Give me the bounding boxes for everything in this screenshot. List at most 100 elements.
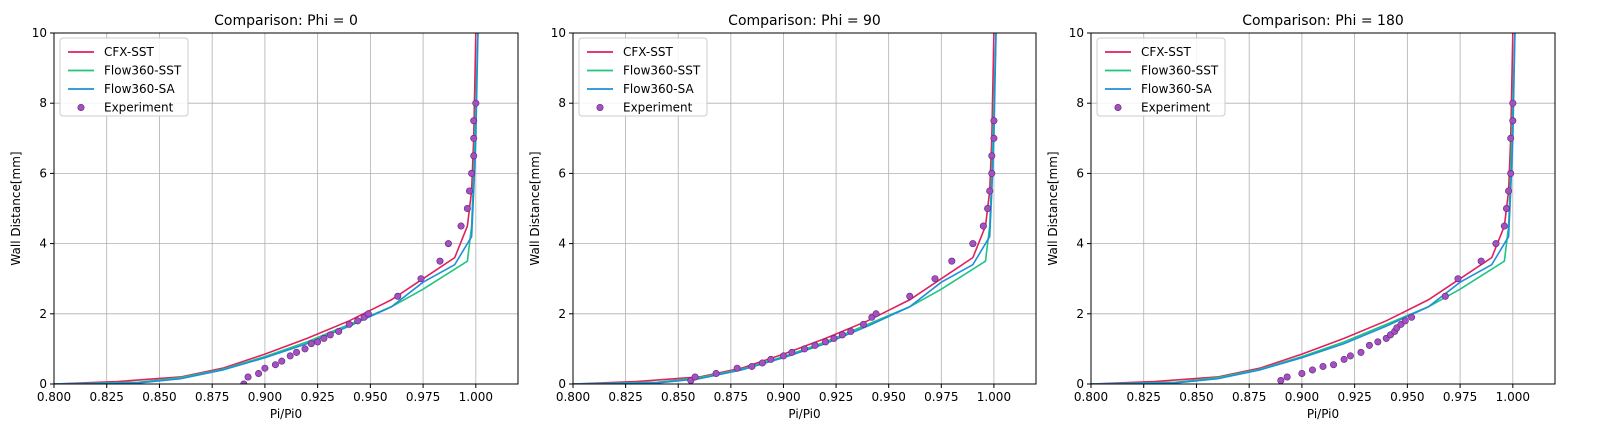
x-tick-label: 0.800 <box>556 390 590 404</box>
experiment-point <box>748 362 756 370</box>
legend: CFX-SST Flow360-SST Flow360-SA Experiment <box>1096 37 1226 117</box>
y-axis-label: Wall Distance[mm] <box>1046 151 1060 265</box>
legend-entry: CFX-SST <box>623 45 673 59</box>
experiment-point <box>1505 187 1513 195</box>
experiment-point <box>1408 313 1416 321</box>
x-tick-label: 0.950 <box>872 390 906 404</box>
y-axis-label: Wall Distance[mm] <box>528 151 542 265</box>
y-tick-label: 6 <box>558 166 566 180</box>
experiment-point <box>1365 341 1373 349</box>
plot-area <box>54 33 480 384</box>
legend-entry: Experiment <box>104 101 174 115</box>
y-tick-label: 0 <box>558 377 566 391</box>
legend-swatch <box>1114 104 1122 112</box>
axes-frame <box>53 32 519 385</box>
y-tick-label: 6 <box>39 166 47 180</box>
y-tick-label: 4 <box>39 237 47 251</box>
experiment-point <box>354 317 362 325</box>
x-tick-label: 0.900 <box>1285 390 1319 404</box>
experiment-point <box>1509 117 1517 125</box>
x-tick-label: 0.875 <box>714 390 748 404</box>
experiment-point <box>244 373 252 381</box>
experiment-point <box>779 352 787 360</box>
experiment-point <box>345 320 353 328</box>
x-tick-label: 0.925 <box>300 390 334 404</box>
x-tick-label: 0.825 <box>608 390 642 404</box>
experiment-point <box>931 275 939 283</box>
experiment-point <box>1374 338 1382 346</box>
experiment-point <box>979 222 987 230</box>
legend-swatch <box>596 104 604 112</box>
x-tick-label: 0.900 <box>766 390 800 404</box>
x-tick-label: 0.825 <box>90 390 124 404</box>
chart-panel-0: 0.800 0.825 0.850 0.875 0.900 0.925 0.950 0.975… <box>9 13 519 421</box>
experiment-point <box>788 348 796 356</box>
experiment-point <box>767 355 775 363</box>
legend-swatch <box>77 104 85 112</box>
experiment-point <box>1340 355 1348 363</box>
x-tick-label: 0.950 <box>353 390 387 404</box>
experiment-point <box>830 334 838 342</box>
experiment-point <box>1346 352 1354 360</box>
legend-box <box>1096 37 1226 117</box>
x-tick-label: 0.900 <box>248 390 282 404</box>
experiment-point <box>984 205 992 213</box>
experiment-point <box>859 320 867 328</box>
x-tick-label: 0.975 <box>924 390 958 404</box>
experiment-point <box>969 240 977 248</box>
experiment-point <box>948 257 956 265</box>
experiment-point <box>468 169 476 177</box>
y-tick-label: 8 <box>1076 96 1084 110</box>
experiment-point <box>271 361 279 369</box>
y-tick-label: 2 <box>1076 307 1084 321</box>
x-tick-label: 0.800 <box>1074 390 1108 404</box>
legend-entry: Experiment <box>1141 101 1211 115</box>
experiment-point <box>872 310 880 318</box>
experiment-point <box>1477 257 1485 265</box>
experiment-point <box>838 331 846 339</box>
experiment-point <box>470 117 478 125</box>
x-tick-label: 0.875 <box>1232 390 1266 404</box>
experiment-point <box>691 373 699 381</box>
experiment-point <box>990 134 998 142</box>
experiment-point <box>1454 275 1462 283</box>
x-tick-label: 0.850 <box>1179 390 1213 404</box>
legend-entry: Flow360-SST <box>104 64 182 78</box>
experiment-point <box>286 352 294 360</box>
chart-title: Comparison: Phi = 0 <box>214 13 358 29</box>
y-tick-label: 4 <box>1076 237 1084 251</box>
experiment-point <box>444 240 452 248</box>
experiment-point <box>1298 369 1306 377</box>
legend-entry: Experiment <box>623 101 693 115</box>
legend-entry: Flow360-SA <box>1141 82 1212 96</box>
experiment-point <box>811 341 819 349</box>
experiment-point <box>465 187 473 195</box>
legend-box <box>59 37 189 117</box>
experiment-point <box>1492 240 1500 248</box>
legend-entry: Flow360-SST <box>1141 64 1219 78</box>
legend-box <box>578 37 708 117</box>
experiment-point <box>314 338 322 346</box>
experiment-point <box>1357 348 1365 356</box>
experiment-point <box>822 338 830 346</box>
experiment-point <box>800 345 808 353</box>
experiment-point <box>335 327 343 335</box>
experiment-point <box>1277 376 1285 384</box>
experiment-point <box>1502 205 1510 213</box>
experiment-point <box>1507 134 1515 142</box>
legend: CFX-SST Flow360-SST Flow360-SA Experiment <box>59 37 189 117</box>
experiment-point <box>733 364 741 372</box>
chart-title: Comparison: Phi = 90 <box>728 13 881 29</box>
legend-entry: Flow360-SST <box>623 64 701 78</box>
experiment-point <box>988 169 996 177</box>
x-axis-label: Pi/Pi0 <box>788 407 820 421</box>
plot-area <box>573 33 998 384</box>
experiment-point <box>1441 292 1449 300</box>
y-tick-label: 10 <box>32 26 47 40</box>
y-tick-label: 10 <box>551 26 566 40</box>
y-tick-label: 4 <box>558 237 566 251</box>
legend-entry: Flow360-SA <box>623 82 694 96</box>
x-tick-label: 1.000 <box>1496 390 1530 404</box>
experiment-point <box>1308 366 1316 374</box>
